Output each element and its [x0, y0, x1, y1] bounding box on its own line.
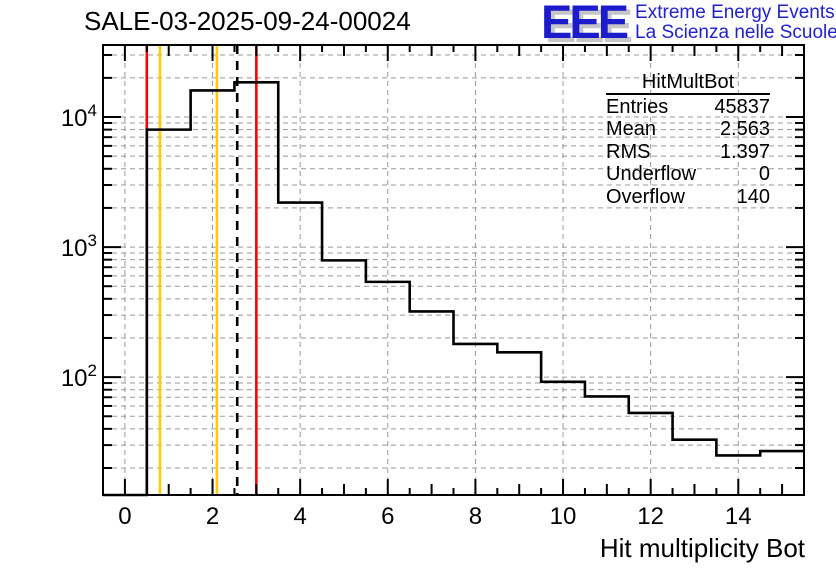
x-tick-label: 14 — [725, 503, 752, 530]
marker-lines-layer — [145, 45, 258, 495]
stats-row-entries: Entries 45837 — [606, 96, 770, 119]
x-tick-label: 12 — [637, 503, 664, 530]
y-tick-label: 102 — [61, 361, 97, 392]
stats-label: RMS — [606, 140, 651, 163]
stats-title: HitMultBot — [606, 71, 770, 95]
stats-table: Entries 45837 Mean 2.563 RMS 1.397 Under… — [606, 95, 770, 209]
stats-label: Entries — [606, 95, 669, 118]
page-title: SALE-03-2025-09-24-00024 — [84, 6, 411, 36]
y-tick-label: 103 — [61, 231, 97, 262]
eee-logo-acronym: EEE — [541, 0, 629, 48]
eee-logo-line2: La Scienza nelle Scuole — [635, 22, 836, 43]
grid-layer — [103, 45, 804, 495]
x-tick-labels: 0 2 4 6 8 10 12 14 — [118, 503, 751, 530]
eee-logo: EEE Extreme Energy Events La Scienza nel… — [541, 0, 836, 48]
y-tick-labels: 102 103 104 — [61, 101, 97, 392]
stats-value: 1.397 — [719, 140, 770, 163]
x-tick-label: 10 — [550, 503, 577, 530]
stats-value: 140 — [736, 185, 770, 208]
stats-value: 45837 — [714, 95, 770, 118]
stats-value: 0 — [758, 163, 770, 186]
x-tick-label: 4 — [293, 503, 306, 530]
stats-row-overflow: Overflow 140 — [606, 186, 770, 209]
x-tick-label: 2 — [206, 503, 219, 530]
axis-ticks — [103, 45, 804, 495]
y-tick-label: 104 — [61, 101, 97, 132]
eee-logo-line1: Extreme Energy Events — [635, 2, 835, 23]
x-tick-label: 6 — [381, 503, 394, 530]
x-axis-title: Hit multiplicity Bot — [599, 533, 805, 563]
eee-logo-text: Extreme Energy Events La Scienza nelle S… — [635, 0, 836, 43]
stats-row-rms: RMS 1.397 — [606, 141, 770, 164]
stats-label: Underflow — [606, 163, 697, 186]
histogram-line — [103, 80, 804, 497]
stats-value: 2.563 — [719, 118, 770, 141]
stats-label: Overflow — [606, 185, 685, 208]
stats-row-underflow: Underflow 0 — [606, 163, 770, 187]
stats-row-mean: Mean 2.563 — [606, 118, 770, 142]
x-tick-label: 0 — [118, 503, 131, 530]
stats-box: HitMultBot Entries 45837 Mean 2.563 RMS … — [606, 71, 770, 209]
x-tick-label: 8 — [469, 503, 482, 530]
stats-label: Mean — [606, 118, 657, 141]
